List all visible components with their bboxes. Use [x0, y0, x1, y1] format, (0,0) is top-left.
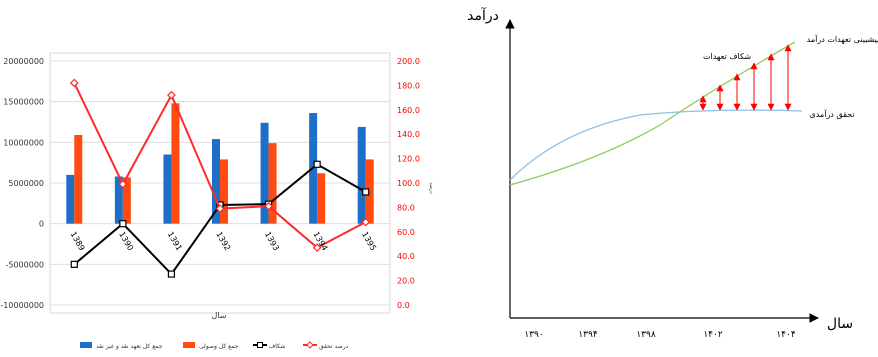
right-tick-label: 160.0	[397, 106, 420, 115]
legend-swatch	[183, 342, 195, 348]
right-tick-label: 20.0	[397, 277, 415, 286]
percent-point	[361, 217, 371, 227]
right-tick-label: 40.0	[397, 252, 415, 261]
bar-line-chart: 20000000 15000000 10000000 5000000 0 -5000000…	[0, 52, 434, 350]
x-tick-label: ۱۴۰۲	[703, 330, 723, 340]
realization-label: تحقق درآمدی	[809, 109, 854, 119]
lines	[69, 78, 371, 278]
gap-point	[167, 270, 176, 278]
x-axis-title: سال	[212, 311, 227, 320]
percent-point	[69, 78, 79, 88]
percent-point	[312, 243, 322, 253]
bar	[212, 139, 220, 224]
bar	[357, 126, 366, 224]
percent-point	[118, 179, 128, 189]
legend-label: جمع کل تعهد نقد و غیر نقد	[96, 343, 163, 350]
gap-point	[119, 220, 127, 228]
x-axis-title: سال	[827, 316, 853, 332]
realization-curve	[509, 109, 803, 181]
bar	[260, 122, 269, 224]
legend-label: جمع کل وصولی	[199, 343, 239, 350]
percent-point	[167, 90, 176, 100]
left-tick-label: -5000000	[5, 260, 44, 269]
left-tick-label: 0	[39, 220, 44, 229]
x-tick-label: ۱۳۹۰	[524, 330, 543, 340]
forecast-curve	[509, 41, 796, 186]
legend-label: درصد تحقق	[319, 343, 349, 350]
category-labels: 1389 1390 1391 1392 1393 1394 1395	[69, 230, 378, 252]
y-axis-title: درآمد	[467, 7, 499, 24]
right-axis-title: درصد	[428, 182, 434, 194]
left-tick-label: 5000000	[8, 179, 44, 188]
right-tick-label: 200.0	[397, 57, 420, 66]
legend-marker	[306, 341, 314, 349]
legend-swatch	[80, 342, 92, 348]
bar	[317, 173, 326, 224]
right-tick-label: 120.0	[397, 155, 420, 164]
x-tick-label: ۱۳۹۴	[578, 330, 598, 340]
bar	[268, 143, 277, 224]
gap-point	[70, 260, 78, 268]
left-tick-label: -10000000	[0, 301, 44, 310]
x-tick-labels: ۱۳۹۰ ۱۳۹۴ ۱۳۹۸ ۱۴۰۲ ۱۴۰۴	[524, 330, 796, 340]
percent-point	[215, 204, 225, 213]
bar	[365, 159, 374, 224]
legend-label: شکاف	[269, 343, 285, 350]
gap-point	[362, 188, 370, 196]
right-tick-label: 140.0	[397, 130, 420, 139]
category-label: 1391	[166, 230, 184, 252]
right-tick-label: 60.0	[397, 228, 415, 237]
bar	[74, 135, 83, 224]
category-label: 1395	[360, 230, 378, 252]
left-axis-ticks: 20000000 15000000 10000000 5000000 0 -5000000…	[0, 57, 44, 310]
category-label: 1389	[69, 230, 87, 252]
legend: جمع کل تعهد نقد و غیر نقد جمع کل وصولی شکا…	[80, 341, 349, 350]
x-tick-label: ۱۴۰۴	[776, 330, 796, 340]
gap-arrows	[699, 44, 792, 111]
left-tick-label: 10000000	[3, 138, 44, 147]
forecast-label: پیشبینی تعهدات درآمد	[807, 34, 878, 44]
right-tick-label: 0.0	[397, 301, 410, 310]
category-label: 1392	[214, 230, 232, 252]
bar	[220, 159, 228, 224]
left-tick-label: 15000000	[3, 98, 44, 107]
left-tick-label: 20000000	[3, 57, 44, 66]
x-tick-label: ۱۳۹۸	[636, 330, 656, 340]
bar	[66, 174, 75, 224]
category-label: 1393	[263, 230, 281, 252]
right-axis-ticks: 200.0 180.0 160.0 140.0 120.0 100.0 80.0 60.0 40…	[397, 57, 420, 310]
bar	[114, 176, 123, 224]
concept-chart: درآمد سال پیشبینی تعهدات درآمد تحقق درآم…	[467, 7, 878, 340]
bar	[122, 177, 131, 224]
right-tick-label: 100.0	[397, 179, 420, 188]
percent-point	[264, 201, 273, 211]
gridlines	[50, 60, 390, 306]
category-label: 1394	[311, 230, 329, 252]
gap-label: شکاف تعهدات	[703, 52, 751, 61]
bar	[163, 154, 172, 224]
right-tick-label: 80.0	[397, 203, 415, 212]
right-tick-label: 180.0	[397, 81, 420, 90]
gap-point	[313, 160, 321, 168]
bar	[171, 103, 180, 224]
legend-marker	[257, 342, 263, 348]
